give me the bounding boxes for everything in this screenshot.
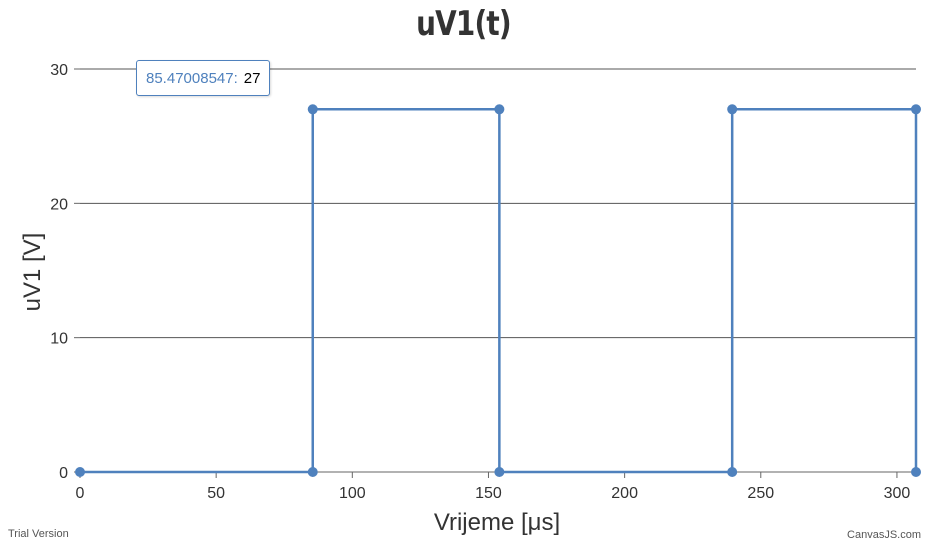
data-point[interactable] — [75, 467, 85, 477]
data-point[interactable] — [727, 467, 737, 477]
data-tooltip: 85.47008547 : 27 — [136, 60, 270, 96]
y-tick-label: 10 — [50, 331, 68, 348]
data-point[interactable] — [308, 467, 318, 477]
y-tick-label: 30 — [50, 62, 68, 79]
x-axis-label: Vrijeme [μs] — [434, 509, 560, 536]
data-point[interactable] — [727, 104, 737, 114]
x-tick-label: 100 — [339, 485, 366, 502]
y-tick-label: 0 — [59, 465, 68, 482]
y-tick-label: 20 — [50, 196, 68, 213]
data-point[interactable] — [911, 467, 921, 477]
grid-layer — [80, 69, 916, 472]
x-tick-label: 50 — [207, 485, 225, 502]
series-line — [80, 109, 916, 472]
x-tick-label: 300 — [884, 485, 911, 502]
trial-version-label: Trial Version — [8, 528, 69, 540]
x-tick-label: 200 — [611, 485, 638, 502]
canvasjs-credit-link[interactable]: CanvasJS.com — [847, 529, 921, 541]
y-axis-label: uV1 [V] — [19, 233, 46, 312]
data-point[interactable] — [494, 467, 504, 477]
data-point[interactable] — [308, 104, 318, 114]
data-point[interactable] — [494, 104, 504, 114]
tooltip-x-value: 85.47008547 — [146, 70, 234, 87]
x-tick-label: 250 — [747, 485, 774, 502]
series-layer — [75, 104, 921, 477]
data-point[interactable] — [911, 104, 921, 114]
x-tick-label: 0 — [76, 485, 85, 502]
tooltip-separator: : — [234, 70, 238, 87]
tooltip-y-value: 27 — [244, 70, 261, 87]
x-tick-label: 150 — [475, 485, 502, 502]
